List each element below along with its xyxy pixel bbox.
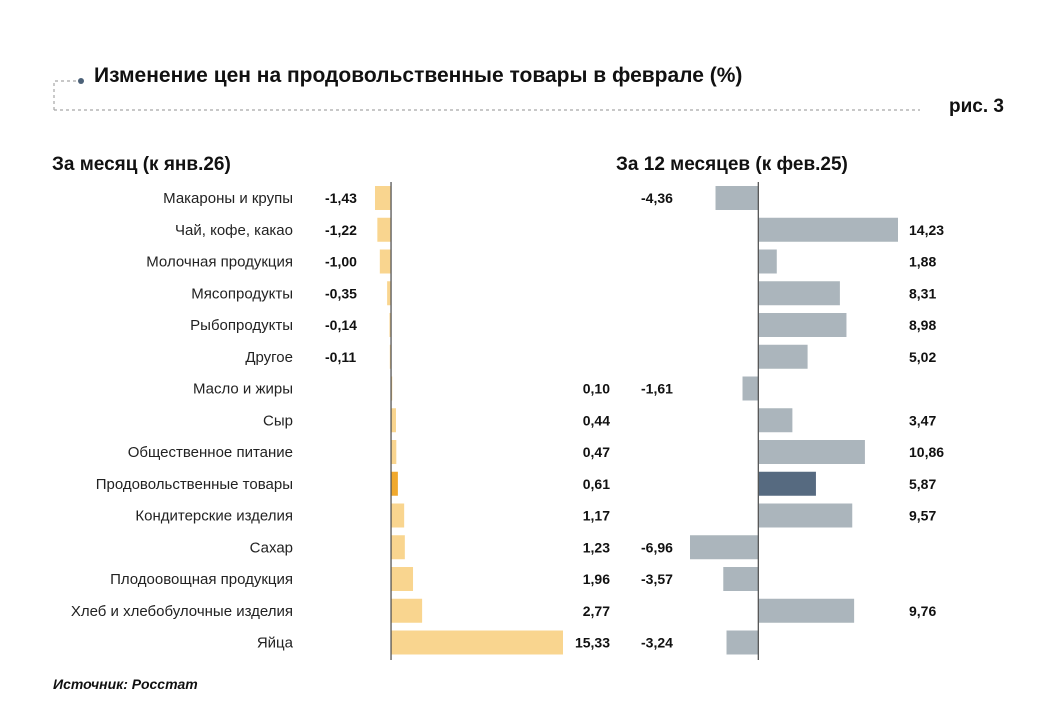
year-value-label-хлеб-и-хлебобулочные-изделия: 9,76 <box>909 603 936 619</box>
year-value-label-сыр: 3,47 <box>909 412 936 428</box>
year-panel-title: За 12 месяцев (к фев.25) <box>616 154 848 175</box>
category-label-яйца: Яйца <box>257 635 294 652</box>
year-value-label-другое: 5,02 <box>909 349 936 365</box>
month-bar-кондитерские-изделия <box>391 503 405 528</box>
category-label-кондитерские-изделия: Кондитерские изделия <box>135 508 293 525</box>
year-bar-сыр <box>758 408 793 433</box>
year-value-label-рыбопродукты: 8,98 <box>909 317 936 333</box>
month-bar-макароны-и-крупы <box>375 186 392 210</box>
month-value-label-общественное-питание: 0,47 <box>583 444 610 460</box>
month-value-label-яйца: 15,33 <box>575 635 610 651</box>
month-bar-яйца <box>391 630 563 655</box>
year-value-label-масло-и-жиры: -1,61 <box>641 381 673 397</box>
year-bar-хлеб-и-хлебобулочные-изделия <box>758 598 855 623</box>
year-bar-молочная-продукция <box>758 249 777 274</box>
year-value-label-продовольственные-товары: 5,87 <box>909 476 936 492</box>
month-value-label-сыр: 0,44 <box>583 412 610 428</box>
figure-label: рис. 3 <box>949 96 1004 117</box>
month-bar-сыр <box>391 408 396 433</box>
month-bar-чай-кофе-какао <box>377 217 392 242</box>
month-value-label-чай-кофе-какао: -1,22 <box>325 222 357 238</box>
year-bar-чай-кофе-какао <box>758 217 898 242</box>
category-label-молочная-продукция: Молочная продукция <box>146 254 293 271</box>
month-value-label-продовольственные-товары: 0,61 <box>583 476 610 492</box>
month-value-label-сахар: 1,23 <box>583 539 610 555</box>
month-value-label-молочная-продукция: -1,00 <box>325 254 357 270</box>
category-label-мясопродукты: Мясопродукты <box>191 285 293 302</box>
year-value-label-кондитерские-изделия: 9,57 <box>909 508 936 524</box>
category-label-макароны-и-крупы: Макароны и крупы <box>163 190 293 207</box>
month-panel: -1,43 -1,22 -1,00 -0,35 -0,14 -0,11 0,10 0,44 0,… <box>325 182 610 660</box>
month-panel-title: За месяц (к янв.26) <box>52 154 231 175</box>
year-value-label-сахар: -6,96 <box>641 539 673 555</box>
category-label-сыр: Сыр <box>263 412 293 429</box>
month-bar-молочная-продукция <box>379 249 392 274</box>
category-label-другое: Другое <box>245 349 293 366</box>
year-value-label-плодоовощная-продукция: -3,57 <box>641 571 673 587</box>
category-label-продовольственные-товары: Продовольственные товары <box>96 476 293 493</box>
year-bar-плодоовощная-продукция <box>723 567 759 591</box>
category-label-масло-и-жиры: Масло и жиры <box>193 381 293 398</box>
month-value-label-мясопродукты: -0,35 <box>325 285 357 301</box>
month-bar-рыбопродукты <box>389 313 392 337</box>
category-labels: Макароны и крупы Чай, кофе, какао Молочная… <box>71 190 294 652</box>
month-bar-сахар <box>391 535 405 560</box>
year-bar-макароны-и-крупы <box>715 186 759 210</box>
category-label-хлеб-и-хлебобулочные-изделия: Хлеб и хлебобулочные изделия <box>71 603 293 620</box>
year-bar-яйца <box>726 630 759 655</box>
title-dot <box>78 78 84 84</box>
category-label-рыбопродукты: Рыбопродукты <box>190 317 293 334</box>
month-value-label-кондитерские-изделия: 1,17 <box>583 508 610 524</box>
category-label-общественное-питание: Общественное питание <box>128 444 293 461</box>
year-bar-продовольственные-товары <box>758 471 816 496</box>
year-value-label-макароны-и-крупы: -4,36 <box>641 190 673 206</box>
year-bar-кондитерские-изделия <box>758 503 853 528</box>
year-value-label-мясопродукты: 8,31 <box>909 285 936 301</box>
year-bar-мясопродукты <box>758 281 840 306</box>
chart-title: Изменение цен на продовольственные товар… <box>94 64 742 87</box>
category-label-чай-кофе-какао: Чай, кофе, какао <box>175 222 293 239</box>
month-bar-общественное-питание <box>391 440 397 464</box>
year-value-label-яйца: -3,24 <box>641 635 673 651</box>
month-value-label-масло-и-жиры: 0,10 <box>583 381 610 397</box>
year-bar-масло-и-жиры <box>742 376 759 401</box>
month-bar-хлеб-и-хлебобулочные-изделия <box>391 598 423 623</box>
month-value-label-рыбопродукты: -0,14 <box>325 317 357 333</box>
source-note: Источник: Росстат <box>53 676 198 692</box>
year-value-label-чай-кофе-какао: 14,23 <box>909 222 944 238</box>
year-value-label-общественное-питание: 10,86 <box>909 444 944 460</box>
month-bar-продовольственные-товары <box>391 471 398 496</box>
year-bar-рыбопродукты <box>758 313 847 337</box>
month-bar-мясопродукты <box>387 281 392 306</box>
year-bar-другое <box>758 344 808 369</box>
category-label-плодоовощная-продукция: Плодоовощная продукция <box>110 571 293 588</box>
month-value-label-макароны-и-крупы: -1,43 <box>325 190 357 206</box>
category-label-сахар: Сахар <box>250 539 293 556</box>
year-bar-сахар <box>690 535 759 560</box>
month-bar-плодоовощная-продукция <box>391 567 414 591</box>
month-value-label-другое: -0,11 <box>325 349 356 365</box>
title-frame-line <box>53 80 78 110</box>
year-panel: -4,36 14,23 1,88 8,31 8,98 5,02 -1,61 3,47 10,86… <box>641 182 944 660</box>
year-value-label-молочная-продукция: 1,88 <box>909 254 936 270</box>
month-value-label-плодоовощная-продукция: 1,96 <box>583 571 610 587</box>
year-bar-общественное-питание <box>758 440 865 464</box>
month-value-label-хлеб-и-хлебобулочные-изделия: 2,77 <box>583 603 610 619</box>
